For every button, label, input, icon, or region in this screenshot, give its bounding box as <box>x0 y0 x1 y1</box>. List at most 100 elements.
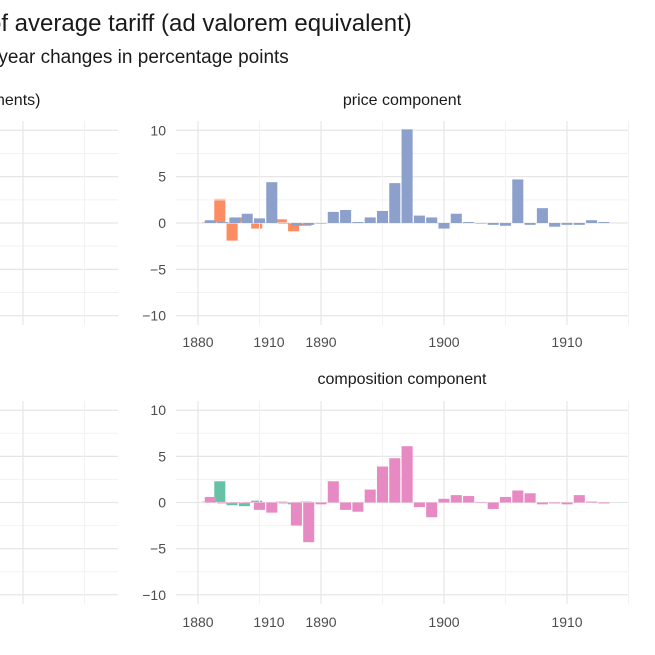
panel-price: price component −10 −5 0 5 10 1880 1890 1900 19… <box>142 92 629 350</box>
bar-1905 <box>499 496 512 503</box>
x-tick-label: 1880 <box>182 614 213 630</box>
bar-1895 <box>376 210 389 223</box>
bar-1912 <box>288 223 300 232</box>
bar-1890 <box>315 502 327 505</box>
x-tick-label: 1910 <box>253 334 284 350</box>
bar-1907 <box>226 223 238 241</box>
panel-composition: composition component −10 −5 0 5 10 1880 1890… <box>142 371 629 630</box>
x-tick-label: 1890 <box>305 334 336 350</box>
bar-1904 <box>487 223 499 225</box>
bar-1891 <box>327 211 339 223</box>
bar-1897 <box>401 446 413 503</box>
panel-x-axis-composition: 1880 1890 1900 1910 <box>182 614 582 630</box>
bar-1896 <box>389 183 401 223</box>
bar-1906 <box>214 198 226 223</box>
bar-1893 <box>352 222 364 223</box>
x-tick-label: 1910 <box>551 334 582 350</box>
bar-1907 <box>524 223 536 225</box>
y-tick-label: 10 <box>150 122 166 138</box>
bar-1889 <box>303 502 315 543</box>
y-tick-label: 5 <box>158 448 166 464</box>
panel-bars-price <box>204 129 610 229</box>
panel-x-axis-top-left: 1910 <box>253 334 284 350</box>
bar-1901 <box>450 495 462 503</box>
x-tick-label: 1890 <box>305 614 336 630</box>
bar-1897 <box>401 129 413 223</box>
bar-1882 <box>217 502 229 504</box>
bar-1883 <box>229 217 241 223</box>
bar-1889 <box>303 223 315 225</box>
bar-1894 <box>364 489 376 503</box>
bar-1911 <box>573 495 585 503</box>
bar-1900 <box>438 498 450 503</box>
panel-grid-bottom-left <box>0 401 118 604</box>
bar-1913 <box>598 222 610 223</box>
bar-1909 <box>549 223 561 227</box>
panel-title-price: price component <box>343 92 462 109</box>
y-tick-label: −10 <box>142 587 166 603</box>
bar-1906 <box>512 179 524 223</box>
bar-1901 <box>450 213 462 223</box>
bar-1908 <box>536 208 548 223</box>
bar-1882 <box>217 222 229 223</box>
panel-x-axis-price: 1880 1890 1900 1910 <box>182 334 582 350</box>
bar-1906 <box>512 490 524 503</box>
panel-x-axis-bottom-left: 1910 <box>253 614 284 630</box>
bar-1884 <box>241 502 253 503</box>
y-tick-label: 10 <box>150 402 166 418</box>
panel-y-axis-composition: −10 −5 0 5 10 <box>142 402 166 603</box>
panel-grid-top-left <box>0 121 118 325</box>
x-tick-label: 1910 <box>551 614 582 630</box>
bar-1896 <box>389 458 401 503</box>
bar-1892 <box>340 210 352 223</box>
bar-1887 <box>278 502 290 504</box>
chart-title: of average tariff (ad valorem equivalent… <box>0 10 412 37</box>
bar-1899 <box>426 217 438 223</box>
bar-1892 <box>340 502 352 510</box>
bar-1899 <box>426 502 438 518</box>
bar-1911 <box>275 219 287 223</box>
panel-bottom-left: 1910 <box>0 401 312 630</box>
bar-1888 <box>290 223 302 226</box>
bar-1903 <box>475 223 487 224</box>
y-tick-label: 0 <box>158 215 166 231</box>
bar-1902 <box>463 222 475 223</box>
bar-1912 <box>586 220 598 223</box>
bar-1883 <box>229 502 241 503</box>
bar-1910 <box>561 223 573 225</box>
bar-1909 <box>251 500 263 503</box>
panel-y-axis-price: −10 −5 0 5 10 <box>142 122 166 323</box>
bar-1895 <box>376 466 389 503</box>
chart-subtitle: -year changes in percentage points <box>0 47 289 68</box>
x-tick-label: 1900 <box>428 614 459 630</box>
bar-1890 <box>315 223 327 224</box>
y-tick-label: −5 <box>150 541 166 557</box>
x-tick-label: 1900 <box>428 334 459 350</box>
bar-1886 <box>266 502 278 513</box>
bar-1881 <box>204 220 216 223</box>
bar-1907 <box>226 502 238 506</box>
bar-1909 <box>251 223 263 229</box>
bar-1881 <box>204 496 216 503</box>
bar-1913 <box>598 502 610 504</box>
bar-1906 <box>214 481 226 503</box>
panel-title-top-left: nents) <box>0 92 40 109</box>
bar-1904 <box>487 502 499 509</box>
bar-1887 <box>278 223 290 224</box>
bar-1911 <box>573 223 585 225</box>
bar-1891 <box>327 481 339 503</box>
bar-1903 <box>475 502 487 503</box>
bar-1894 <box>364 217 376 223</box>
panel-title-composition: composition component <box>318 371 488 388</box>
bar-1888 <box>290 502 302 526</box>
bar-1885 <box>253 502 266 510</box>
bar-1886 <box>266 182 278 223</box>
bar-1885 <box>253 218 266 223</box>
bar-1905 <box>499 223 512 226</box>
x-tick-label: 1880 <box>182 334 213 350</box>
bar-1902 <box>463 496 475 503</box>
bar-1908 <box>238 502 250 507</box>
panel-bars-composition <box>204 446 610 543</box>
bar-1898 <box>413 502 425 508</box>
x-tick-label: 1910 <box>253 614 284 630</box>
